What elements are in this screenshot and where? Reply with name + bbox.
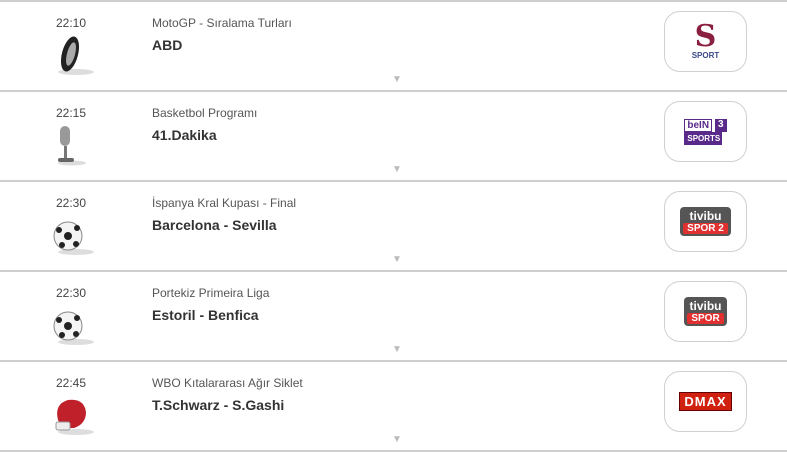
event-time: 22:10 [56,16,87,30]
logo-text: DMAX [679,392,732,411]
channel-logo-tivibu-spor: tivibu SPOR [664,281,747,342]
event-time: 22:15 [56,106,87,120]
logo-text: tivibu [689,209,722,223]
event-row[interactable]: 22:30 İspanya Kral Kupası - Final Barcel… [0,180,787,270]
expand-arrow-icon[interactable]: ▼ [392,254,402,265]
expand-arrow-icon[interactable]: ▼ [392,74,402,85]
event-title: T.Schwarz - S.Gashi [152,397,285,413]
logo-text: tivibu [689,299,722,313]
microphone-icon [58,126,86,166]
event-row[interactable]: 22:15 Basketbol Programı 41.Dakika ▼ beI… [0,90,787,180]
channel-logo-s-sport: S SPORT [664,11,747,72]
event-league: İspanya Kral Kupası - Final [152,196,297,210]
event-title: Estoril - Benfica [152,307,259,323]
logo-number: 3 [715,118,727,132]
soccer-ball-icon [53,311,94,345]
event-row[interactable]: 22:30 Portekiz Primeira Liga Estoril - B… [0,270,787,360]
logo-mark: beIN [684,118,713,132]
event-time: 22:30 [56,286,87,300]
soccer-ball-icon [53,221,94,255]
expand-arrow-icon[interactable]: ▼ [392,434,402,445]
event-league: MotoGP - Sıralama Turları [152,16,292,30]
logo-mark: S [694,19,717,54]
boxing-glove-icon [55,399,94,435]
event-time: 22:45 [56,376,87,390]
logo-text: SPORT [691,51,720,60]
expand-arrow-icon[interactable]: ▼ [392,344,402,355]
logo-sub: SPOR [687,313,724,324]
logo-text: SPORTS [684,131,723,145]
event-title: 41.Dakika [152,127,217,143]
expand-arrow-icon[interactable]: ▼ [392,164,402,175]
event-title: ABD [152,37,183,53]
channel-logo-bein-sports-3: beIN 3 SPORTS [664,101,747,162]
event-league: Basketbol Programı [152,106,258,120]
channel-logo-dmax: DMAX [664,371,747,432]
event-title: Barcelona - Sevilla [152,217,277,233]
event-time: 22:30 [56,196,87,210]
event-league: Portekiz Primeira Liga [152,286,270,300]
event-league: WBO Kıtalararası Ağır Siklet [152,376,303,390]
tire-icon [58,36,94,75]
logo-sub: SPOR 2 [683,223,728,234]
channel-logo-tivibu-spor-2: tivibu SPOR 2 [664,191,747,252]
event-row[interactable]: 22:45 WBO Kıtalararası Ağır Siklet T.Sch… [0,360,787,452]
